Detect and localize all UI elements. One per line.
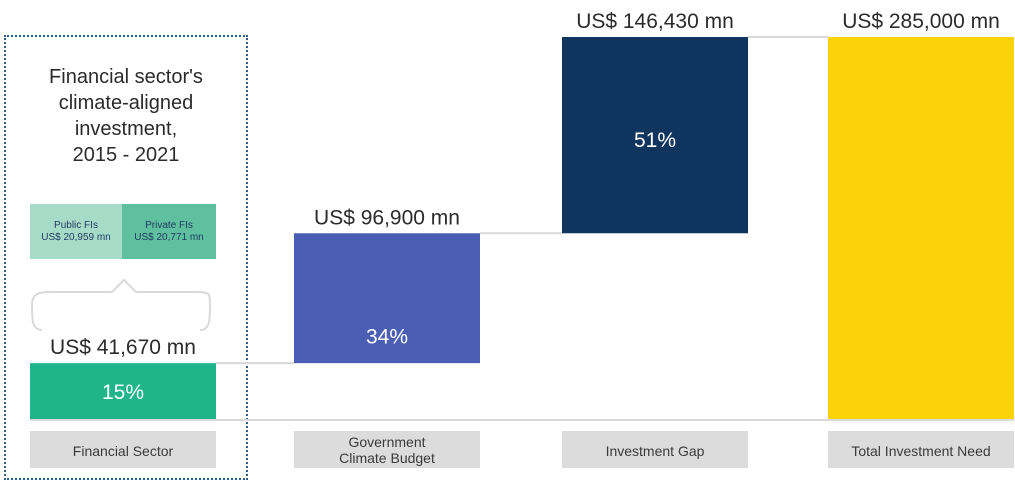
financial-sector-panel-title: Financial sector's climate-aligned inves… <box>4 64 248 168</box>
brace-connector <box>30 278 212 331</box>
public-fis-label: Public FIs <box>54 219 98 231</box>
category-box <box>562 431 748 468</box>
percent-label: 51% <box>634 129 676 152</box>
category-label: Government <box>348 434 425 450</box>
category-label: Total Investment Need <box>851 443 990 459</box>
bar-0 <box>30 363 216 419</box>
value-label: US$ 96,900 mn <box>314 206 460 229</box>
public-fis-box: Public FIs US$ 20,959 mn <box>30 204 122 259</box>
category-label: Investment Gap <box>606 443 705 459</box>
panel-title-line: Financial sector's <box>49 66 203 88</box>
private-fis-box: Private FIs US$ 20,771 mn <box>122 204 216 259</box>
category-box <box>30 431 216 468</box>
percent-label: 34% <box>366 325 408 348</box>
category-label: Financial Sector <box>73 443 174 459</box>
private-fis-label: Private FIs <box>145 219 193 231</box>
value-label: US$ 41,670 mn <box>50 336 196 359</box>
panel-title-line: climate-aligned <box>58 92 194 114</box>
bar-1 <box>294 233 480 364</box>
category-box <box>294 431 480 468</box>
value-label: US$ 285,000 mn <box>842 10 1000 33</box>
value-label: US$ 146,430 mn <box>576 10 734 33</box>
public-fis-value: US$ 20,959 mn <box>41 231 111 243</box>
panel-title-line: 2015 - 2021 <box>72 144 180 166</box>
bar-2 <box>562 37 748 234</box>
category-box <box>828 431 1014 468</box>
percent-label: 15% <box>102 381 144 404</box>
panel-title-line: investment, <box>74 118 178 140</box>
category-label: Climate Budget <box>339 450 435 466</box>
financial-sector-panel-border <box>4 35 248 480</box>
private-fis-value: US$ 20,771 mn <box>134 231 204 243</box>
bar-3 <box>828 37 1014 419</box>
